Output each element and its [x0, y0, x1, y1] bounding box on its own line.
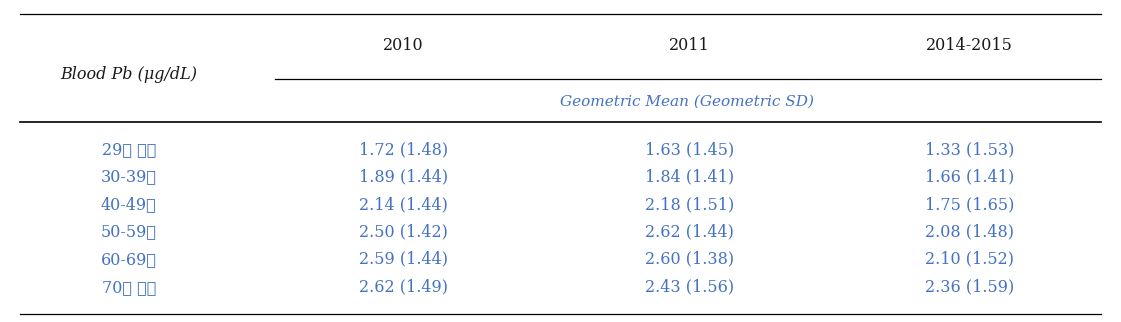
Text: 1.72 (1.48): 1.72 (1.48)	[359, 141, 448, 158]
Text: 70세 이상: 70세 이상	[102, 279, 156, 296]
Text: 50-59세: 50-59세	[101, 223, 157, 240]
Text: 2.18 (1.51): 2.18 (1.51)	[645, 196, 734, 213]
Text: 2.62 (1.44): 2.62 (1.44)	[645, 223, 734, 240]
Text: 1.66 (1.41): 1.66 (1.41)	[925, 169, 1015, 185]
Text: 29세 이하: 29세 이하	[102, 141, 156, 158]
Text: 1.75 (1.65): 1.75 (1.65)	[925, 196, 1015, 213]
Text: 2010: 2010	[383, 37, 424, 53]
Text: Blood Pb (μg/dL): Blood Pb (μg/dL)	[61, 66, 197, 82]
Text: 60-69세: 60-69세	[101, 251, 157, 268]
Text: 1.33 (1.53): 1.33 (1.53)	[925, 141, 1015, 158]
Text: 2011: 2011	[669, 37, 710, 53]
Text: 2.14 (1.44): 2.14 (1.44)	[359, 196, 448, 213]
Text: 2.43 (1.56): 2.43 (1.56)	[645, 279, 734, 296]
Text: 2014-2015: 2014-2015	[926, 37, 1013, 53]
Text: Geometric Mean (Geometric SD): Geometric Mean (Geometric SD)	[559, 94, 814, 109]
Text: 1.84 (1.41): 1.84 (1.41)	[645, 169, 734, 185]
Text: 2.10 (1.52): 2.10 (1.52)	[925, 251, 1015, 268]
Text: 30-39세: 30-39세	[101, 169, 157, 185]
Text: 2.50 (1.42): 2.50 (1.42)	[359, 223, 448, 240]
Text: 2.62 (1.49): 2.62 (1.49)	[359, 279, 448, 296]
Text: 2.36 (1.59): 2.36 (1.59)	[925, 279, 1015, 296]
Text: 40-49세: 40-49세	[101, 196, 157, 213]
Text: 1.89 (1.44): 1.89 (1.44)	[359, 169, 448, 185]
Text: 2.60 (1.38): 2.60 (1.38)	[645, 251, 734, 268]
Text: 2.59 (1.44): 2.59 (1.44)	[359, 251, 448, 268]
Text: 2.08 (1.48): 2.08 (1.48)	[925, 223, 1015, 240]
Text: 1.63 (1.45): 1.63 (1.45)	[645, 141, 734, 158]
